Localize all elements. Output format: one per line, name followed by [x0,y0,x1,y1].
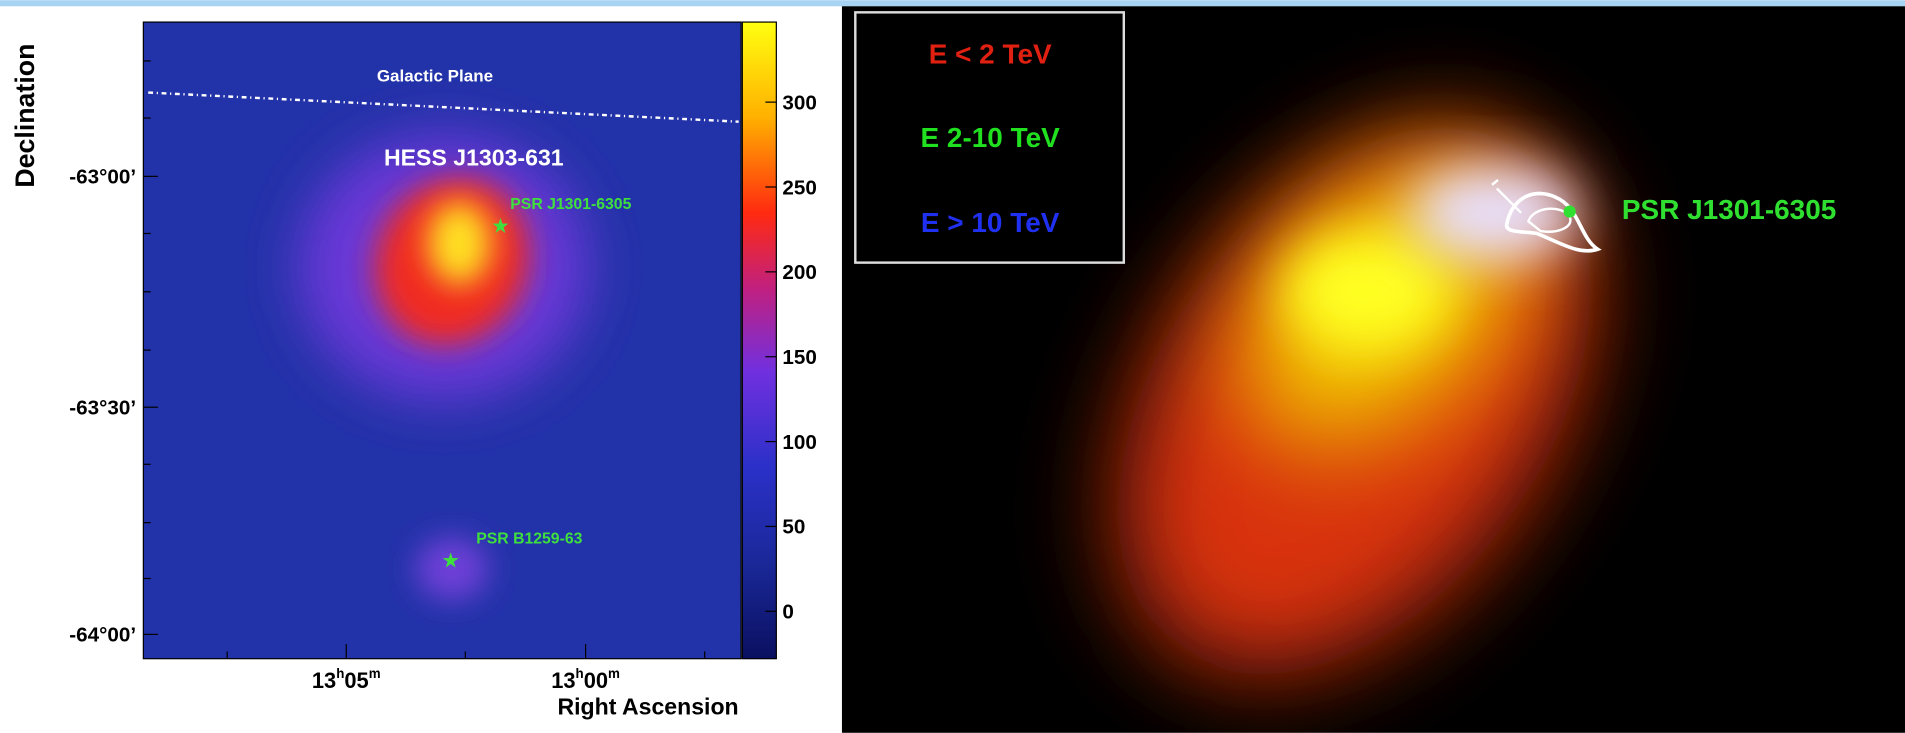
annotation: PSR J1301-6305 [1622,194,1836,225]
star: ★ [492,216,509,236]
colorbar-tick-label: 150 [782,346,816,369]
y-tick-label: -64°00’ [69,624,136,647]
colorbar [742,22,776,659]
colorbar-tick-label: 0 [782,601,793,624]
legend-entry: E > 10 TeV [921,207,1060,238]
star: ★ [443,550,460,570]
legend-entry: E 2-10 TeV [921,122,1061,153]
y-tick-label: -63°00’ [69,166,136,189]
page: Declination -63°00’ -63°30’ -64°00’ 13h0… [0,0,1905,733]
annotation: PSR B1259-63 [476,530,582,547]
annotation: Galactic Plane [377,67,493,86]
y-axis-label: Declination [10,44,40,188]
y-tick-label: -63°30’ [69,396,136,419]
colorbar-tick-label: 100 [782,431,816,454]
colorbar-tick-label: 50 [782,516,805,539]
figure: Declination -63°00’ -63°30’ -64°00’ 13h0… [0,0,1905,733]
colorbar-tick-label: 300 [782,91,816,114]
x-axis-label: Right Ascension [557,694,738,720]
x-tick-label: 13h05m [312,666,381,693]
legend-entry: E < 2 TeV [929,38,1052,69]
x-tick-label: 13h00m [551,666,620,693]
colorbar-tick-label: 250 [782,176,816,199]
top-strip [0,0,1905,6]
annotation: PSR J1301-6305 [510,196,631,213]
colorbar-tick-label: 200 [782,261,816,284]
annotation: HESS J1303-631 [384,144,564,170]
